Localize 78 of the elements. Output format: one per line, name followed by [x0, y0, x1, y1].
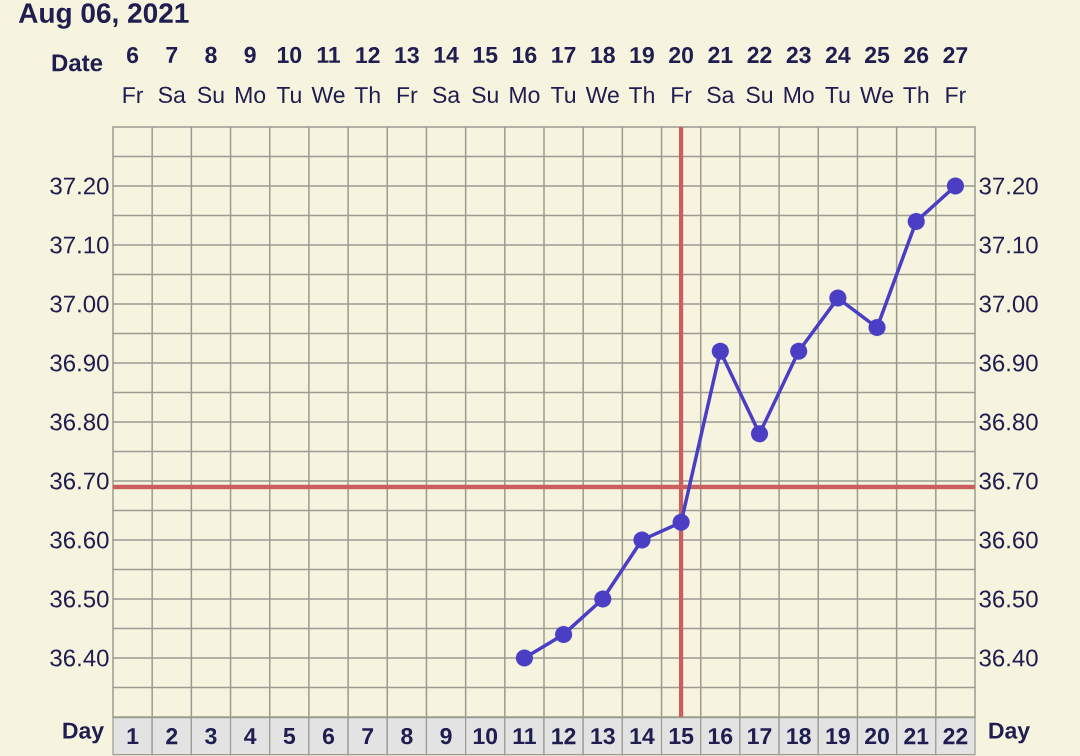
x2-tick-label: 27 Fr [943, 46, 968, 104]
x-tick-label: 14 [630, 728, 655, 745]
y-tick-label: 36.70 [50, 472, 109, 490]
x-tick-label: 5 [283, 728, 296, 745]
y-tick-label: 36.40 [50, 649, 109, 667]
y-tick-label: 37.20 [50, 177, 109, 195]
x2-tick-label: 9 Mo [236, 46, 266, 104]
x2-tick-label: 26 Th [903, 46, 929, 104]
y2-tick-label: 36.80 [979, 413, 1038, 431]
x2-tick-label: 21 Sa [707, 46, 735, 104]
x2-tick-label: 8 Su [197, 46, 224, 104]
x-tick-label: 12 [552, 728, 576, 745]
y-tick-label: 37.00 [50, 295, 109, 313]
point [555, 625, 573, 643]
x2-tick-label: 6 Fr [123, 46, 144, 104]
x2-axis-title: Date [52, 54, 103, 72]
x-tick-label: 3 [205, 727, 217, 745]
x2-tick-label: 7 Sa [158, 46, 186, 104]
point [515, 649, 533, 667]
x-tick-label: 21 [904, 728, 929, 745]
point [868, 319, 886, 337]
x-tick-label: 4 [244, 728, 257, 745]
point [594, 590, 612, 608]
y2-tick-label: 36.60 [979, 531, 1038, 549]
x2-tick-label: 10 Tu [276, 46, 302, 104]
y-tick-label: 37.10 [50, 236, 109, 254]
x-axis-title: Day [63, 722, 104, 744]
x-tick-label: 13 [591, 727, 615, 745]
y2-tick-label: 36.50 [979, 590, 1038, 608]
x-tick-label: 10 [473, 727, 498, 745]
text: Day [989, 722, 1030, 744]
point [633, 531, 651, 549]
x-tick-label: 20 [865, 727, 889, 745]
x-tick-label: 19 [826, 727, 850, 745]
x2-tick-label: 12 Th [354, 46, 380, 104]
x-tick-label: 9 [440, 727, 452, 745]
x-tick-label: 16 [708, 727, 733, 745]
x-tick-label: 6 [322, 727, 335, 745]
x2-tick-label: 11 We [311, 46, 345, 104]
x-tick-label: 22 [943, 728, 968, 745]
x2-tick-label: 14 Sa [433, 46, 461, 104]
point [672, 513, 690, 531]
x2-tick-label: 20 Fr [669, 46, 693, 104]
y2-tick-label: 36.70 [979, 472, 1038, 490]
x-tick-label: 18 [787, 727, 811, 745]
y2-tick-label: 36.40 [979, 649, 1038, 667]
y-tick-label: 36.90 [50, 354, 109, 372]
point [750, 425, 769, 443]
x2-tick-label: 15 Su [472, 46, 498, 104]
x2-tick-label: 24 Tu [825, 46, 851, 104]
y-tick-label: 36.50 [50, 590, 109, 608]
x2-tick-label: 17 Tu [551, 46, 576, 104]
point [711, 342, 729, 360]
chart-title: Aug 06, 2021 [18, 3, 189, 29]
y2-tick-label: 36.90 [979, 354, 1038, 372]
point [946, 177, 964, 195]
x2-tick-label: 18 We [585, 46, 619, 104]
x2-tick-label: 16 Mo [510, 46, 540, 104]
y-tick-label: 36.80 [50, 413, 109, 431]
y-tick-label: 36.60 [50, 531, 109, 549]
x-tick-label: 17 [748, 728, 772, 745]
point [790, 342, 808, 360]
x2-tick-label: 23 Mo [784, 46, 814, 104]
point [829, 289, 847, 307]
x2-tick-label: 13 Fr [395, 46, 419, 104]
y2-tick-label: 37.20 [979, 177, 1038, 195]
x2-tick-label: 25 We [860, 46, 894, 104]
x-tick-label: 2 [166, 728, 178, 745]
y2-tick-label: 37.00 [979, 295, 1038, 313]
x2-tick-label: 22 Su [746, 46, 773, 104]
x-tick-label: 11 [513, 728, 536, 745]
x-tick-label: 15 [669, 728, 694, 745]
x2-tick-label: 19 Th [629, 46, 654, 104]
point [907, 212, 925, 230]
x-tick-label: 8 [401, 727, 413, 745]
x-tick-label: 7 [362, 728, 374, 745]
x-tick-label: 1 [127, 728, 139, 745]
y2-tick-label: 37.10 [979, 236, 1038, 254]
